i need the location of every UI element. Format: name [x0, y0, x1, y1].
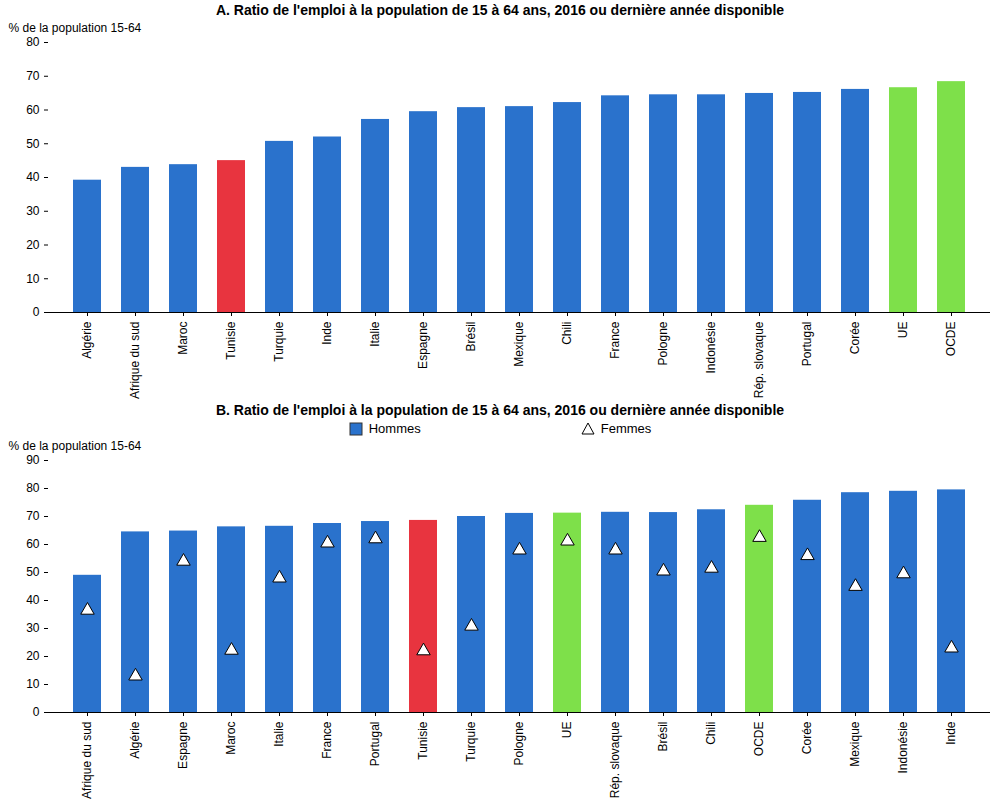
svg-text:Chili: Chili: [560, 322, 574, 345]
svg-text:Tunisie: Tunisie: [416, 721, 430, 760]
svg-text:% de la population 15-64: % de la population 15-64: [9, 21, 142, 35]
svg-text:Rép. slovaque: Rép. slovaque: [752, 321, 766, 398]
svg-text:Brésil: Brésil: [656, 722, 670, 752]
svg-text:OCDE: OCDE: [944, 322, 958, 357]
svg-text:Mexique: Mexique: [848, 721, 862, 767]
svg-text:Indonésie: Indonésie: [896, 721, 910, 773]
svg-text:20: 20: [26, 238, 40, 252]
svg-text:Corée: Corée: [800, 721, 814, 754]
svg-text:OCDE: OCDE: [752, 722, 766, 757]
svg-text:0: 0: [33, 705, 40, 719]
svg-text:Algérie: Algérie: [80, 321, 94, 359]
svg-text:Maroc: Maroc: [224, 722, 238, 755]
svg-text:80: 80: [26, 35, 40, 49]
svg-text:UE: UE: [896, 322, 910, 339]
svg-text:20: 20: [26, 649, 40, 663]
svg-text:30: 30: [26, 621, 40, 635]
svg-text:40: 40: [26, 593, 40, 607]
html-text:A. Ratio de l'emploi à la popu: A. Ratio de l'emploi à la population de …: [215, 2, 785, 18]
svg-text:Corée: Corée: [848, 321, 862, 354]
svg-text:Italie: Italie: [368, 321, 382, 347]
svg-text:Turquie: Turquie: [464, 721, 478, 762]
svg-text:50: 50: [26, 565, 40, 579]
svg-text:Espagne: Espagne: [416, 321, 430, 369]
svg-text:Turquie: Turquie: [272, 321, 286, 362]
svg-text:Inde: Inde: [320, 321, 334, 345]
svg-text:% de la population 15-64: % de la population 15-64: [9, 439, 142, 453]
svg-text:0: 0: [33, 305, 40, 319]
svg-text:60: 60: [26, 537, 40, 551]
html-text:B. Ratio de l'emploi à la popu: B. Ratio de l'emploi à la population de …: [215, 402, 785, 418]
svg-text:Pologne: Pologne: [512, 721, 526, 765]
svg-text:Italie: Italie: [272, 721, 286, 747]
svg-text:90: 90: [26, 453, 40, 467]
svg-text:Maroc: Maroc: [176, 322, 190, 355]
svg-text:10: 10: [26, 272, 40, 286]
svg-text:UE: UE: [560, 722, 574, 739]
svg-text:France: France: [320, 721, 334, 759]
svg-text:Afrique du sud: Afrique du sud: [128, 322, 142, 399]
svg-text:60: 60: [26, 103, 40, 117]
svg-text:Tunisie: Tunisie: [224, 321, 238, 360]
svg-text:40: 40: [26, 170, 40, 184]
svg-text:Espagne: Espagne: [176, 721, 190, 769]
svg-text:France: France: [608, 321, 622, 359]
svg-text:Brésil: Brésil: [464, 322, 478, 352]
svg-text:30: 30: [26, 204, 40, 218]
svg-text:Portugal: Portugal: [368, 722, 382, 767]
svg-text:Algérie: Algérie: [128, 721, 142, 759]
svg-text:Chili: Chili: [704, 722, 718, 745]
svg-text:Inde: Inde: [944, 721, 958, 745]
html-text:Femmes: Femmes: [600, 421, 652, 436]
svg-text:10: 10: [26, 677, 40, 691]
svg-text:Mexique: Mexique: [512, 321, 526, 367]
svg-text:50: 50: [26, 137, 40, 151]
svg-text:70: 70: [26, 69, 40, 83]
svg-text:Pologne: Pologne: [656, 321, 670, 365]
svg-text:70: 70: [26, 509, 40, 523]
svg-text:Rép. slovaque: Rép. slovaque: [608, 721, 622, 798]
svg-text:Portugal: Portugal: [800, 322, 814, 367]
svg-text:Afrique du sud: Afrique du sud: [80, 722, 94, 799]
svg-text:Indonésie: Indonésie: [704, 321, 718, 373]
svg-text:80: 80: [26, 481, 40, 495]
html-text:Hommes: Hommes: [368, 421, 421, 436]
